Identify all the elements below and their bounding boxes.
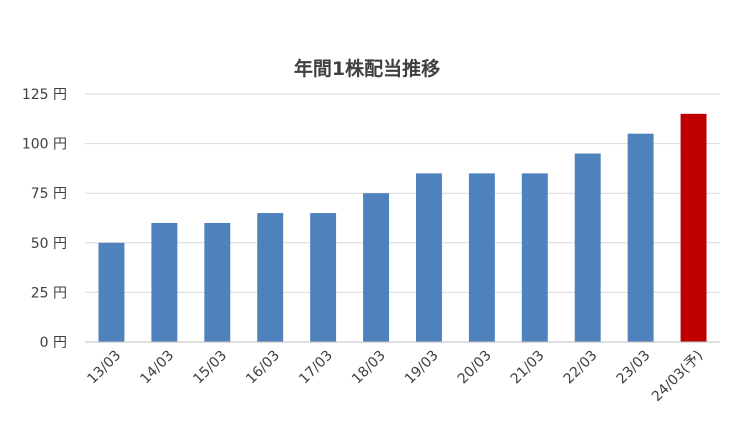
bar-16/03 (257, 213, 284, 342)
chart-title: 年間1株配当推移 (294, 57, 440, 80)
bar-21/03 (521, 173, 548, 342)
bars-layer (98, 113, 707, 342)
x-tick-label: 18/03 (349, 348, 389, 388)
x-tick-label: 24/03(予) (649, 348, 706, 405)
bar-19/03 (415, 173, 442, 342)
y-tick-label: 50 円 (31, 236, 67, 252)
bar-13/03 (98, 242, 125, 342)
grid-layer (85, 93, 720, 293)
bar-24/03(予) (680, 113, 707, 342)
y-tick-label: 125 円 (22, 87, 67, 103)
bar-23/03 (627, 133, 654, 342)
x-tick-label: 14/03 (137, 348, 177, 388)
y-tick-label: 25 円 (31, 285, 67, 301)
x-tick-label: 20/03 (455, 348, 495, 388)
x-tick-label: 22/03 (561, 348, 601, 388)
x-tick-label: 13/03 (84, 348, 124, 388)
y-tick-label: 75 円 (31, 186, 67, 202)
bar-14/03 (151, 222, 178, 342)
y-tick-labels: 0 円 25 円 50 円 75 円 100 円 125 円 (22, 87, 67, 351)
bar-15/03 (204, 222, 231, 342)
x-tick-label: 21/03 (508, 348, 548, 388)
bar-20/03 (468, 173, 495, 342)
x-tick-label: 15/03 (190, 348, 230, 388)
bar-18/03 (363, 193, 390, 342)
bar-17/03 (310, 213, 337, 342)
x-tick-label: 16/03 (243, 348, 283, 388)
y-tick-label: 0 円 (40, 335, 67, 351)
y-tick-label: 100 円 (22, 137, 67, 153)
x-tick-label: 23/03 (614, 348, 654, 388)
bar-22/03 (574, 153, 601, 342)
x-tick-label: 19/03 (402, 348, 442, 388)
x-tick-label: 17/03 (296, 348, 336, 388)
x-tick-labels: 13/03 14/03 15/03 16/03 17/03 18/03 19/03 20/03… (84, 348, 706, 405)
